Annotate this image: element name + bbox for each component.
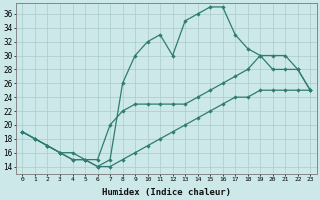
X-axis label: Humidex (Indice chaleur): Humidex (Indice chaleur) — [102, 188, 231, 197]
